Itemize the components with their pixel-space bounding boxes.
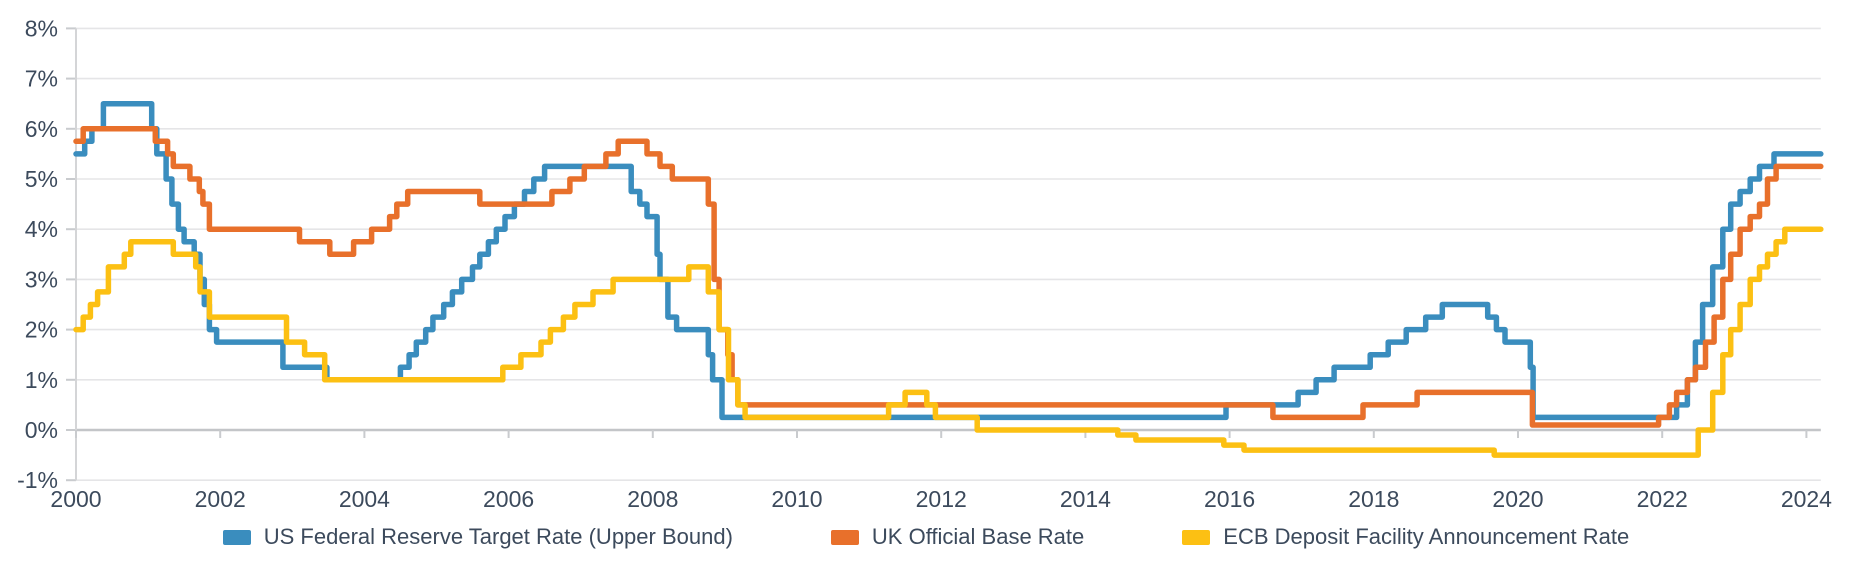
legend-swatch-us-fed	[222, 529, 251, 545]
series-line-2	[73, 226, 1824, 458]
y-axis-label: 6%	[25, 116, 58, 142]
y-axis-label: 5%	[25, 166, 58, 192]
x-axis-label: 2010	[771, 486, 822, 512]
legend-item-uk-base: UK Official Base Rate	[830, 524, 1085, 550]
y-axis-label: 7%	[25, 66, 58, 92]
x-axis-label: 2006	[483, 486, 534, 512]
legend-label-us-fed: US Federal Reserve Target Rate (Upper Bo…	[263, 524, 733, 549]
x-axis-label: 2020	[1492, 486, 1543, 512]
legend-item-ecb-deposit: ECB Deposit Facility Announcement Rate	[1182, 524, 1629, 550]
rates-step-chart-plot: 8% 7% 6% 5% 4% 3% 2% 1% 0% -1%2000 2002 2004 2006 200…	[17, 15, 1832, 512]
x-axis-label: 2014	[1060, 486, 1111, 512]
x-axis-label: 2002	[195, 486, 246, 512]
x-axis-label: 2004	[339, 486, 390, 512]
series-line-0	[73, 100, 1824, 421]
series-line-1	[73, 126, 1824, 428]
legend-swatch-uk-base	[830, 529, 859, 545]
x-axis-label: 2008	[627, 486, 678, 512]
y-axis-label: -1%	[17, 467, 58, 493]
legend-item-us-fed: US Federal Reserve Target Rate (Upper Bo…	[222, 524, 733, 550]
y-axis-label: 4%	[25, 216, 58, 242]
y-axis-label: 3%	[25, 266, 58, 292]
y-axis-label: 1%	[25, 367, 58, 393]
x-axis-label: 2018	[1348, 486, 1399, 512]
legend-swatch-ecb-deposit	[1182, 529, 1211, 545]
y-axis-label: 0%	[25, 417, 58, 443]
y-axis-label: 2%	[25, 317, 58, 343]
y-axis-label: 8%	[25, 15, 58, 41]
x-axis-label: 2024	[1781, 486, 1832, 512]
legend-label-uk-base: UK Official Base Rate	[871, 524, 1085, 549]
legend-label-ecb-deposit: ECB Deposit Facility Announcement Rate	[1223, 524, 1630, 549]
x-axis-label: 2012	[916, 486, 967, 512]
x-axis-label: 2016	[1204, 486, 1255, 512]
x-axis-label: 2022	[1637, 486, 1688, 512]
x-axis-label: 2000	[50, 486, 101, 512]
chart-legend: US Federal Reserve Target Rate (Upper Bo…	[0, 524, 1852, 550]
